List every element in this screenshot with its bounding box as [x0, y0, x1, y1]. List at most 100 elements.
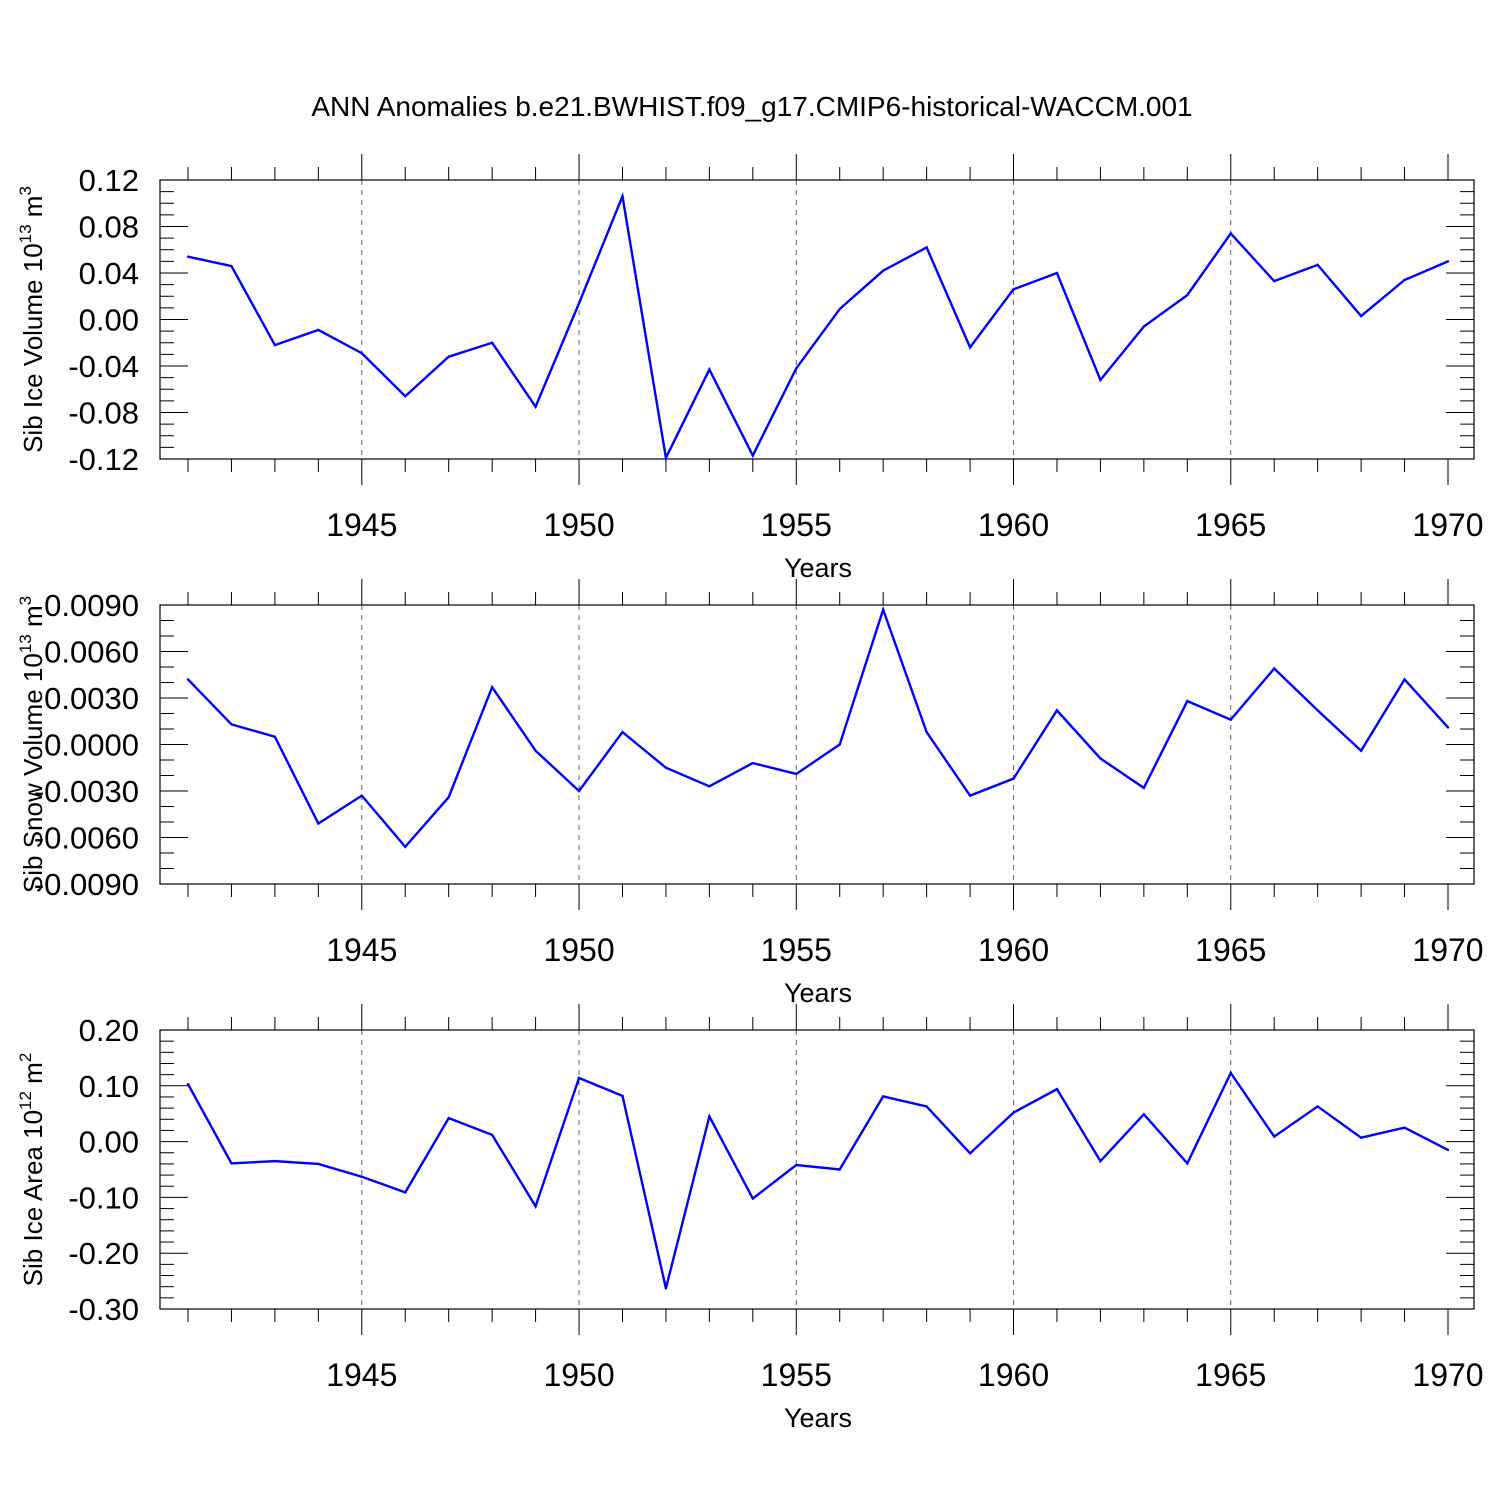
data-point [273, 1159, 277, 1163]
data-point [881, 1095, 885, 1098]
data-point [404, 845, 407, 848]
data-point [881, 608, 885, 611]
data-point [1186, 293, 1189, 297]
data-point [230, 1162, 233, 1165]
y-label-unit-exponent: 2 [16, 1053, 35, 1062]
data-point [317, 822, 320, 825]
data-point [490, 341, 494, 344]
data-point [838, 1168, 841, 1171]
x-tick-label: 1965 [1195, 1357, 1266, 1393]
y-tick-label: -0.08 [68, 396, 139, 431]
data-point [1142, 786, 1146, 790]
y-tick-label: -0.20 [68, 1236, 139, 1271]
data-point [664, 456, 668, 460]
y-axis-label: Sib Ice Area 1012 m2 [16, 1053, 48, 1287]
data-point [230, 264, 233, 268]
data-point [1186, 699, 1189, 703]
y-label-unit-exponent: 3 [16, 186, 35, 195]
data-point [360, 1175, 363, 1178]
x-tick-label: 1955 [761, 1357, 832, 1393]
data-point [1273, 1135, 1276, 1138]
data-point [317, 328, 320, 332]
data-point [708, 785, 711, 788]
data-point [1273, 279, 1276, 283]
data-point [186, 255, 190, 258]
data-point [1142, 325, 1146, 328]
data-point [1446, 726, 1450, 729]
data-point [1229, 1071, 1232, 1075]
y-label-exponent: 13 [16, 634, 35, 653]
data-point [881, 269, 885, 272]
x-tick-label: 1945 [326, 1357, 397, 1393]
data-point [1403, 678, 1406, 681]
series-line [187, 191, 1449, 462]
data-point [664, 766, 668, 769]
data-point [490, 685, 494, 689]
data-point [1055, 709, 1059, 712]
data-point [1229, 232, 1232, 235]
x-axis-label: Years [784, 978, 852, 1008]
x-tick-label: 1960 [978, 932, 1049, 968]
data-point [534, 749, 537, 752]
y-axis-label: Sib Snow Volume 1013 m3 [16, 596, 48, 893]
data-point [1359, 749, 1363, 752]
data-point [968, 1152, 972, 1155]
x-tick-label: 1960 [978, 1357, 1049, 1393]
x-tick-label: 1970 [1412, 507, 1483, 543]
data-point [708, 1115, 711, 1118]
data-point [751, 761, 755, 765]
x-tick-label: 1955 [761, 932, 832, 968]
data-point [1012, 777, 1015, 780]
data-point [621, 1094, 624, 1098]
x-tick-label: 1945 [326, 932, 397, 968]
y-label-text: Sib Ice Area 10 [18, 1110, 48, 1286]
data-point [577, 302, 581, 305]
data-point [404, 395, 407, 398]
data-point [795, 367, 798, 370]
x-tick-label: 1945 [326, 507, 397, 543]
data-point [273, 735, 277, 738]
data-point [795, 772, 798, 776]
y-tick-label: 0.0060 [44, 635, 139, 670]
data-point [1316, 263, 1319, 267]
x-tick-label: 1955 [761, 507, 832, 543]
y-label-text: Sib Ice Volume 10 [18, 243, 48, 453]
y-label-exponent: 13 [16, 224, 35, 243]
data-point [751, 1197, 755, 1200]
data-point [621, 730, 624, 734]
data-point [1316, 1105, 1319, 1108]
y-label-unit: m [18, 196, 48, 225]
data-point [1229, 718, 1232, 721]
x-tick-label: 1965 [1195, 932, 1266, 968]
data-point [230, 723, 233, 726]
data-point [968, 794, 972, 797]
y-label-exponent: 12 [16, 1091, 35, 1110]
x-tick-label: 1950 [543, 507, 614, 543]
y-tick-label: 0.00 [79, 1125, 139, 1160]
plot-frame [159, 1029, 1475, 1310]
data-point [1142, 1113, 1146, 1116]
y-tick-label: -0.0030 [34, 774, 139, 809]
data-point [838, 743, 841, 746]
y-axis-label: Sib Ice Volume 1013 m3 [16, 186, 48, 453]
data-point [1099, 378, 1102, 382]
y-tick-label: 0.0090 [44, 588, 139, 623]
data-point [1186, 1162, 1189, 1165]
data-point [795, 1163, 798, 1167]
data-point [534, 1205, 537, 1208]
y-tick-label: 0.0030 [44, 681, 139, 716]
data-point [1099, 1159, 1102, 1163]
y-tick-label: 0.12 [79, 163, 139, 198]
x-tick-label: 1965 [1195, 507, 1266, 543]
data-point [1359, 1136, 1363, 1139]
plot-frame [159, 604, 1475, 885]
data-point [925, 246, 928, 249]
data-point [1055, 1087, 1059, 1091]
x-tick-label: 1950 [543, 932, 614, 968]
data-point [404, 1191, 407, 1194]
y-tick-label: -0.10 [68, 1180, 139, 1215]
chart-panels: 0.12 0.08 0.04 0.00 -0.04 -0.08 -0.12 1945 1950 1… [16, 154, 1484, 1433]
y-tick-label: -0.0090 [34, 867, 139, 902]
data-point [751, 454, 755, 457]
